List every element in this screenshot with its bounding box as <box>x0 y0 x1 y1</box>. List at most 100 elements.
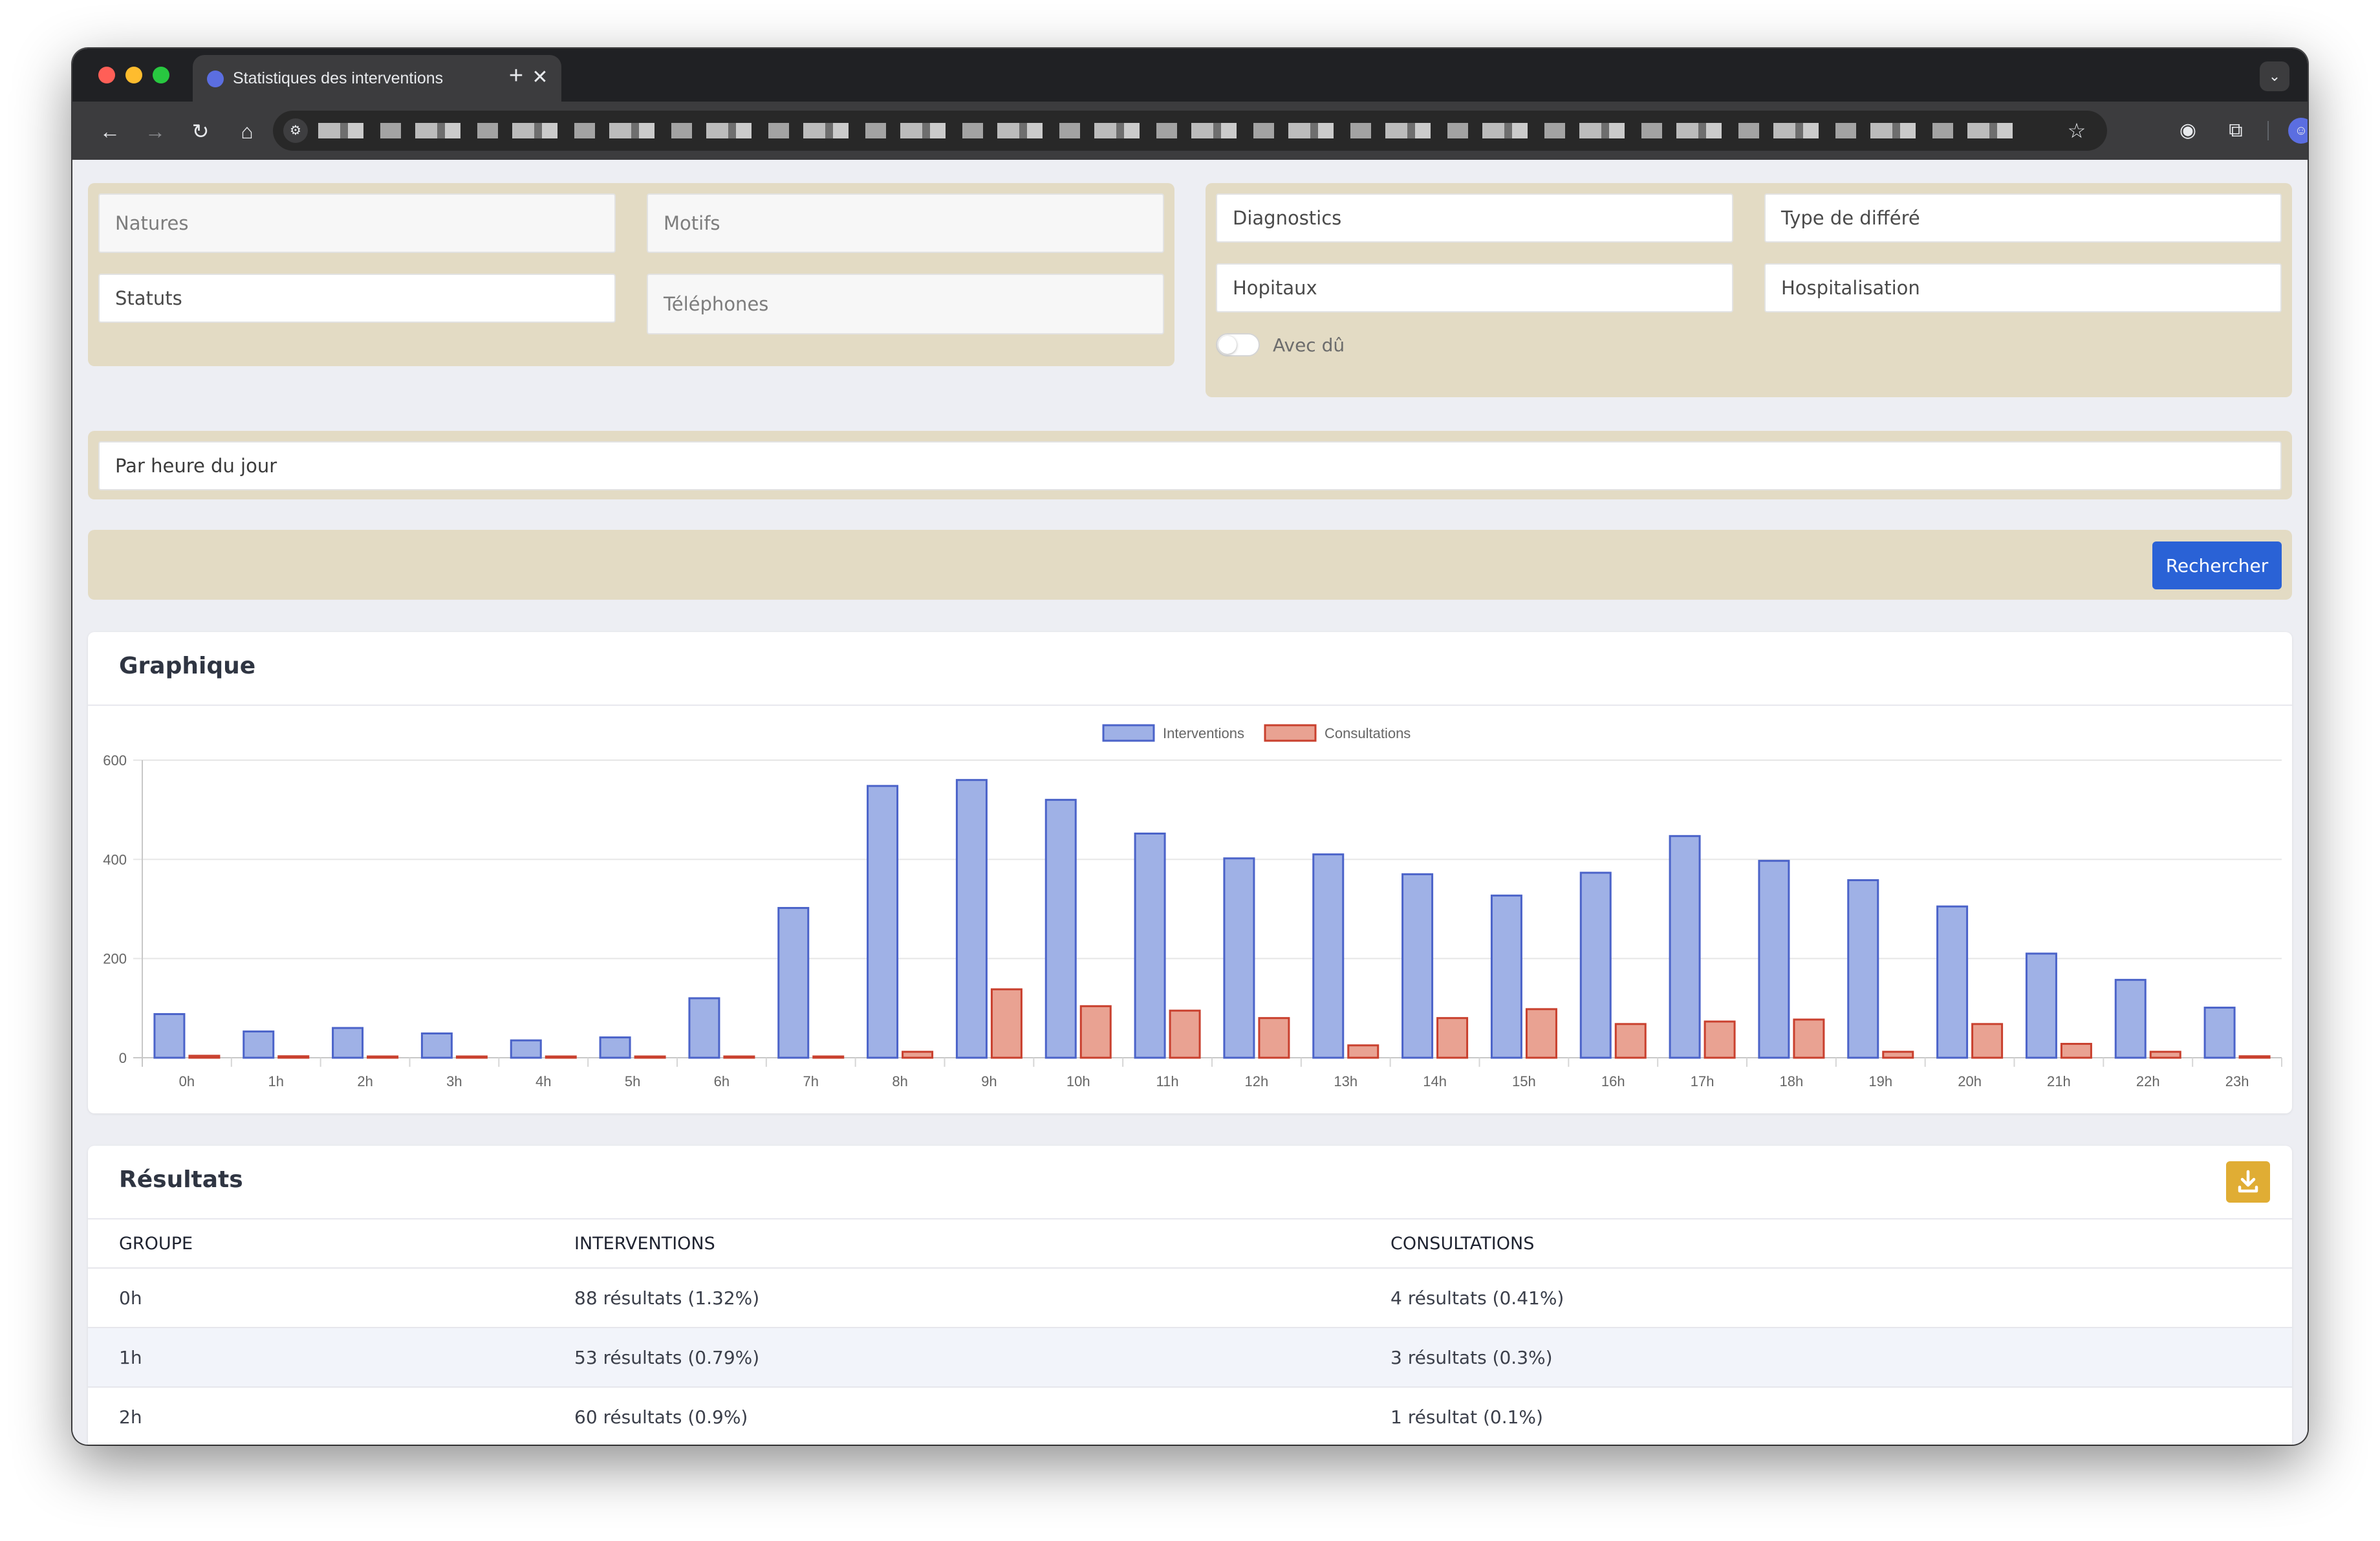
bar-interventions <box>1312 853 1345 1059</box>
favicon-icon <box>207 71 224 87</box>
x-tick-label: 4h <box>536 1073 551 1089</box>
x-tick-label: 22h <box>2136 1073 2160 1089</box>
browser-tab-active[interactable]: Statistiques des interventions ✕ <box>193 55 561 102</box>
site-settings-icon[interactable]: ⚙ <box>283 118 308 143</box>
browser-window: Statistiques des interventions ✕ + ⌄ ← →… <box>72 49 2308 1445</box>
bar-interventions <box>420 1032 453 1059</box>
hospitalisation-select[interactable]: Hospitalisation <box>1764 263 2282 312</box>
bar-interventions <box>153 1013 186 1059</box>
bar-consultations <box>367 1055 399 1059</box>
bar-consultations <box>1258 1017 1290 1059</box>
results-card: Résultats GROUPE INTERVENTIONS CONSULTAT… <box>88 1146 2292 1445</box>
diagnostics-select[interactable]: Diagnostics <box>1216 193 1733 243</box>
close-window-button[interactable] <box>98 67 115 83</box>
bar-interventions <box>2203 1007 2236 1059</box>
cell-interventions: 53 résultats (0.79%) <box>574 1346 760 1368</box>
x-tick-label: 19h <box>1868 1073 1892 1089</box>
statuts-select[interactable]: Statuts <box>98 274 616 323</box>
y-tick-label: 200 <box>103 951 127 967</box>
telephones-select[interactable]: Téléphones <box>647 274 1164 334</box>
x-tick-label: 11h <box>1156 1073 1179 1089</box>
type-differe-select[interactable]: Type de différé <box>1764 193 2282 243</box>
y-tick-label: 600 <box>103 752 127 769</box>
x-tick-label: 1h <box>268 1073 284 1089</box>
bookmark-star-icon[interactable]: ☆ <box>2067 119 2086 142</box>
bar-consultations <box>1882 1051 1914 1059</box>
bar-consultations <box>634 1055 666 1059</box>
column-header-interventions[interactable]: INTERVENTIONS <box>574 1233 715 1254</box>
results-card-divider <box>88 1218 2292 1219</box>
x-tick-label: 10h <box>1066 1073 1090 1089</box>
bar-consultations <box>188 1055 221 1059</box>
bar-interventions <box>777 906 810 1059</box>
bar-interventions <box>1936 905 1969 1059</box>
bar-consultations <box>1614 1023 1647 1059</box>
close-tab-icon[interactable]: ✕ <box>532 67 548 88</box>
y-tick-label: 400 <box>103 851 127 868</box>
chart-card: Graphique 0 200 400 600 0h 1h 2h 3h 4h 5h 6h 7h 8h 9h… <box>88 632 2292 1113</box>
avec-du-toggle[interactable] <box>1216 333 1260 356</box>
bar-interventions <box>1223 857 1255 1059</box>
bar-consultations <box>1347 1044 1379 1059</box>
back-arrow-icon[interactable]: ← <box>100 120 120 143</box>
chart-card-divider <box>88 705 2292 706</box>
x-tick-label: 6h <box>714 1073 730 1089</box>
hopitaux-select[interactable]: Hopitaux <box>1216 263 1733 312</box>
bar-interventions <box>243 1030 275 1059</box>
results-card-title: Résultats <box>119 1166 243 1193</box>
x-tick-label: 7h <box>803 1073 819 1089</box>
x-tick-label: 2h <box>357 1073 373 1089</box>
bar-consultations <box>1793 1018 1825 1059</box>
column-header-groupe[interactable]: GROUPE <box>119 1233 193 1254</box>
x-tick-label: 9h <box>981 1073 997 1089</box>
url-text-blurred <box>318 123 2026 138</box>
x-tick-label: 3h <box>446 1073 462 1089</box>
bar-interventions <box>955 779 988 1059</box>
address-bar[interactable]: ⚙ ☆ <box>273 111 2107 151</box>
bar-interventions <box>1401 873 1434 1059</box>
grouping-select[interactable]: Par heure du jour <box>98 441 2282 490</box>
bar-consultations <box>723 1055 755 1059</box>
y-tick-label: 0 <box>119 1050 127 1066</box>
filter-panel-left: Natures Motifs Statuts Téléphones <box>88 183 1174 366</box>
table-row: 2h 60 résultats (0.9%) 1 résultat (0.1%) <box>88 1386 2292 1445</box>
bar-consultations <box>2149 1051 2181 1059</box>
toolbar-separator <box>2267 121 2269 140</box>
tab-search-chevron-icon[interactable]: ⌄ <box>2260 61 2289 91</box>
profile-avatar-icon[interactable]: ☺ <box>2288 118 2308 144</box>
x-tick-label: 8h <box>892 1073 907 1089</box>
reload-icon[interactable]: ↻ <box>191 120 210 143</box>
extensions-puzzle-icon[interactable]: ⧉ <box>2229 120 2243 141</box>
bar-consultations <box>2238 1055 2271 1059</box>
x-tick-label: 14h <box>1423 1073 1447 1089</box>
bar-consultations <box>902 1051 934 1059</box>
bar-consultations <box>1436 1017 1469 1059</box>
bar-interventions <box>1134 832 1166 1059</box>
forward-arrow-icon[interactable]: → <box>145 120 166 143</box>
download-button[interactable] <box>2226 1161 2270 1203</box>
cell-interventions: 60 résultats (0.9%) <box>574 1406 748 1428</box>
password-manager-icon[interactable]: ◉ <box>2179 120 2197 141</box>
bar-consultations <box>277 1055 310 1059</box>
bar-interventions <box>688 997 720 1059</box>
download-icon <box>2238 1170 2258 1193</box>
legend-label-consultations: Consultations <box>1325 725 1411 741</box>
natures-select[interactable]: Natures <box>98 193 616 253</box>
search-panel: Rechercher <box>88 530 2292 600</box>
column-header-consultations[interactable]: CONSULTATIONS <box>1390 1233 1535 1254</box>
bar-consultations <box>545 1055 577 1059</box>
bar-interventions <box>599 1036 631 1059</box>
bar-interventions <box>510 1039 542 1059</box>
x-tick-label: 17h <box>1691 1073 1715 1089</box>
x-tick-label: 23h <box>2225 1073 2249 1089</box>
bar-interventions <box>1490 894 1522 1059</box>
x-tick-label: 13h <box>1334 1073 1358 1089</box>
table-header: GROUPE INTERVENTIONS CONSULTATIONS <box>88 1219 2292 1267</box>
home-icon[interactable]: ⌂ <box>241 120 254 143</box>
maximize-window-button[interactable] <box>153 67 169 83</box>
motifs-select[interactable]: Motifs <box>647 193 1164 253</box>
minimize-window-button[interactable] <box>125 67 142 83</box>
search-button[interactable]: Rechercher <box>2152 541 2282 589</box>
new-tab-icon[interactable]: + <box>508 62 524 89</box>
legend-swatch-consultations <box>1264 724 1317 742</box>
